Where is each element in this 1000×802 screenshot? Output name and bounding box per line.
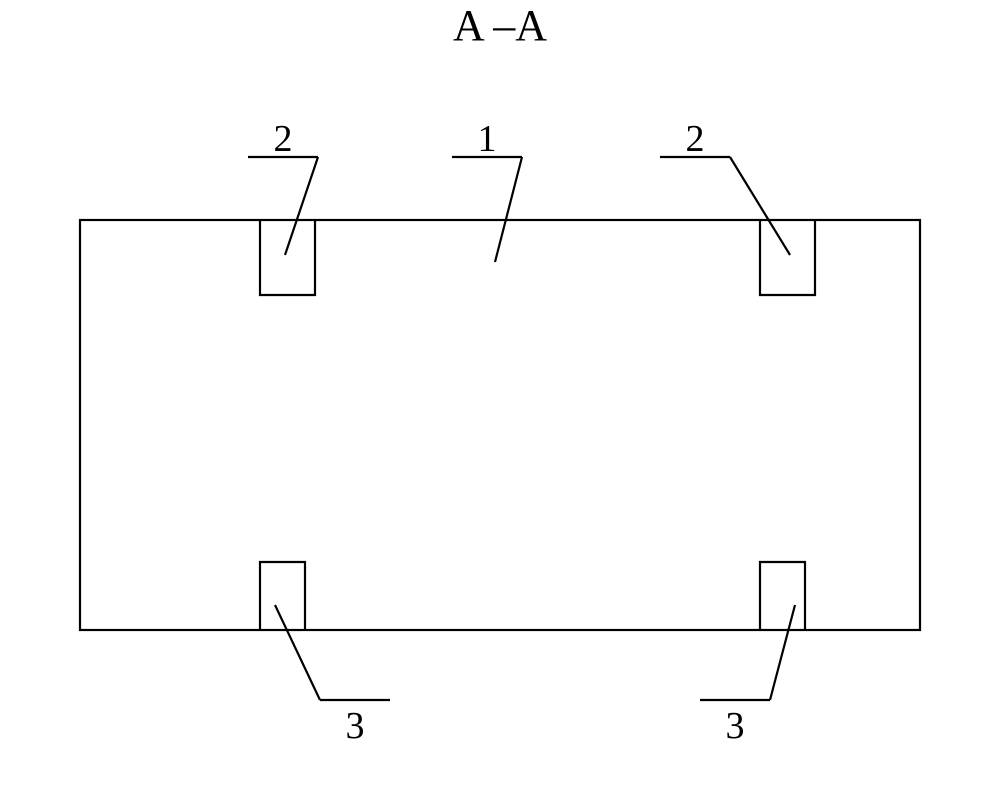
leader-top-1 bbox=[285, 157, 318, 255]
top-notch-2 bbox=[760, 220, 815, 295]
label-top-3: 2 bbox=[686, 118, 705, 160]
section-title: A –A bbox=[453, 1, 547, 50]
leader-top-2 bbox=[495, 157, 522, 262]
leader-bottom-1 bbox=[275, 605, 320, 700]
label-bottom-1: 3 bbox=[346, 705, 365, 747]
leader-bottom-2 bbox=[770, 605, 795, 700]
diagram-canvas: A –A 2 1 2 3 3 bbox=[0, 0, 1000, 802]
label-top-2: 1 bbox=[478, 118, 497, 160]
bottom-notch-2 bbox=[760, 562, 805, 630]
top-notch-1 bbox=[260, 220, 315, 295]
main-body bbox=[80, 220, 920, 630]
label-bottom-2: 3 bbox=[726, 705, 745, 747]
label-top-1: 2 bbox=[274, 118, 293, 160]
